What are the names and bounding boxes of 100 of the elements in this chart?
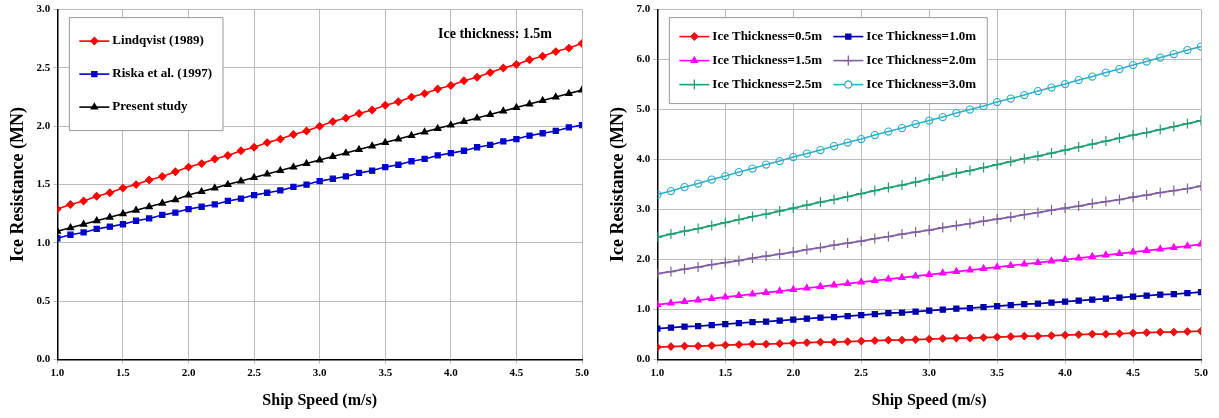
- point: [526, 132, 533, 139]
- point: [1168, 185, 1180, 197]
- point: [909, 176, 922, 188]
- point: [844, 312, 851, 320]
- point: [692, 223, 704, 235]
- point: [979, 264, 988, 271]
- point: [1128, 60, 1138, 70]
- point: [1157, 291, 1164, 298]
- point: [525, 99, 534, 107]
- point: [1005, 156, 1017, 168]
- point: [395, 161, 402, 168]
- y-tick-label: 0.5: [36, 294, 51, 307]
- point: [857, 336, 866, 346]
- point: [500, 138, 507, 145]
- point: [1086, 138, 1098, 150]
- x-tick-label: 1.5: [718, 366, 733, 379]
- point: [1061, 255, 1069, 262]
- point: [787, 246, 799, 258]
- point: [789, 152, 798, 162]
- point: [1007, 301, 1014, 309]
- point: [263, 169, 271, 177]
- point: [407, 92, 416, 102]
- point: [1033, 331, 1043, 341]
- point: [315, 155, 324, 163]
- point: [1168, 121, 1180, 133]
- point: [693, 179, 703, 188]
- point: [1143, 292, 1150, 299]
- point: [774, 205, 786, 217]
- point: [775, 156, 784, 166]
- y-tick-label: 0.0: [636, 352, 651, 365]
- point: [1142, 246, 1151, 253]
- x-tick-label: 5.0: [1194, 366, 1209, 379]
- legend-label: Ice Thickness=2.5m: [712, 75, 823, 91]
- point: [302, 126, 311, 136]
- point: [1101, 68, 1111, 77]
- point: [1142, 57, 1151, 66]
- point: [926, 307, 933, 314]
- point: [829, 141, 839, 151]
- point: [552, 127, 559, 135]
- point: [1156, 327, 1165, 337]
- point: [1086, 198, 1098, 210]
- point: [1073, 200, 1085, 212]
- point: [762, 318, 770, 325]
- point: [119, 221, 127, 228]
- point: [159, 211, 166, 219]
- point: [552, 92, 560, 100]
- point: [814, 196, 827, 208]
- point: [382, 163, 389, 171]
- point: [898, 309, 906, 316]
- x-tick-label: 4.5: [509, 366, 524, 379]
- point: [158, 199, 166, 206]
- point: [290, 183, 297, 191]
- point: [884, 127, 893, 136]
- point: [211, 201, 218, 208]
- point: [145, 202, 153, 210]
- point: [912, 308, 919, 315]
- point: [992, 332, 1002, 342]
- point: [816, 282, 825, 289]
- point: [858, 311, 865, 319]
- legend-label: Ice Thickness=2.0m: [866, 51, 977, 67]
- legend-label: Lindqvist (1989): [112, 32, 204, 48]
- x-tick-label: 3.5: [990, 366, 1005, 379]
- legend-label: Ice Thickness=0.5m: [712, 27, 823, 43]
- point: [1181, 118, 1194, 130]
- point: [171, 195, 180, 203]
- point: [564, 43, 574, 53]
- point: [249, 143, 259, 152]
- point: [735, 319, 743, 327]
- point: [884, 274, 893, 282]
- point: [92, 192, 101, 201]
- x-tick-label: 1.5: [116, 366, 131, 379]
- point: [884, 335, 893, 345]
- point: [1018, 153, 1030, 165]
- point: [1183, 327, 1192, 336]
- point: [447, 149, 454, 157]
- point: [964, 218, 976, 230]
- point: [368, 167, 376, 174]
- point: [897, 123, 907, 133]
- point: [870, 130, 880, 140]
- point: [746, 211, 759, 223]
- point: [1033, 86, 1043, 96]
- point: [1018, 209, 1030, 221]
- point: [665, 266, 677, 278]
- point: [870, 336, 880, 345]
- point: [315, 122, 324, 131]
- point: [965, 333, 975, 343]
- point: [223, 151, 233, 160]
- point: [434, 152, 441, 159]
- point: [790, 316, 797, 323]
- point: [1115, 249, 1124, 256]
- point: [460, 117, 468, 124]
- point: [1048, 299, 1055, 306]
- point: [721, 171, 730, 181]
- point: [1156, 53, 1165, 62]
- point: [342, 173, 350, 180]
- point: [760, 208, 772, 220]
- point: [991, 213, 1003, 225]
- y-tick-label: 1.0: [636, 302, 651, 315]
- y-axis-title: Ice Resistance (MN): [7, 107, 29, 263]
- point: [680, 297, 689, 304]
